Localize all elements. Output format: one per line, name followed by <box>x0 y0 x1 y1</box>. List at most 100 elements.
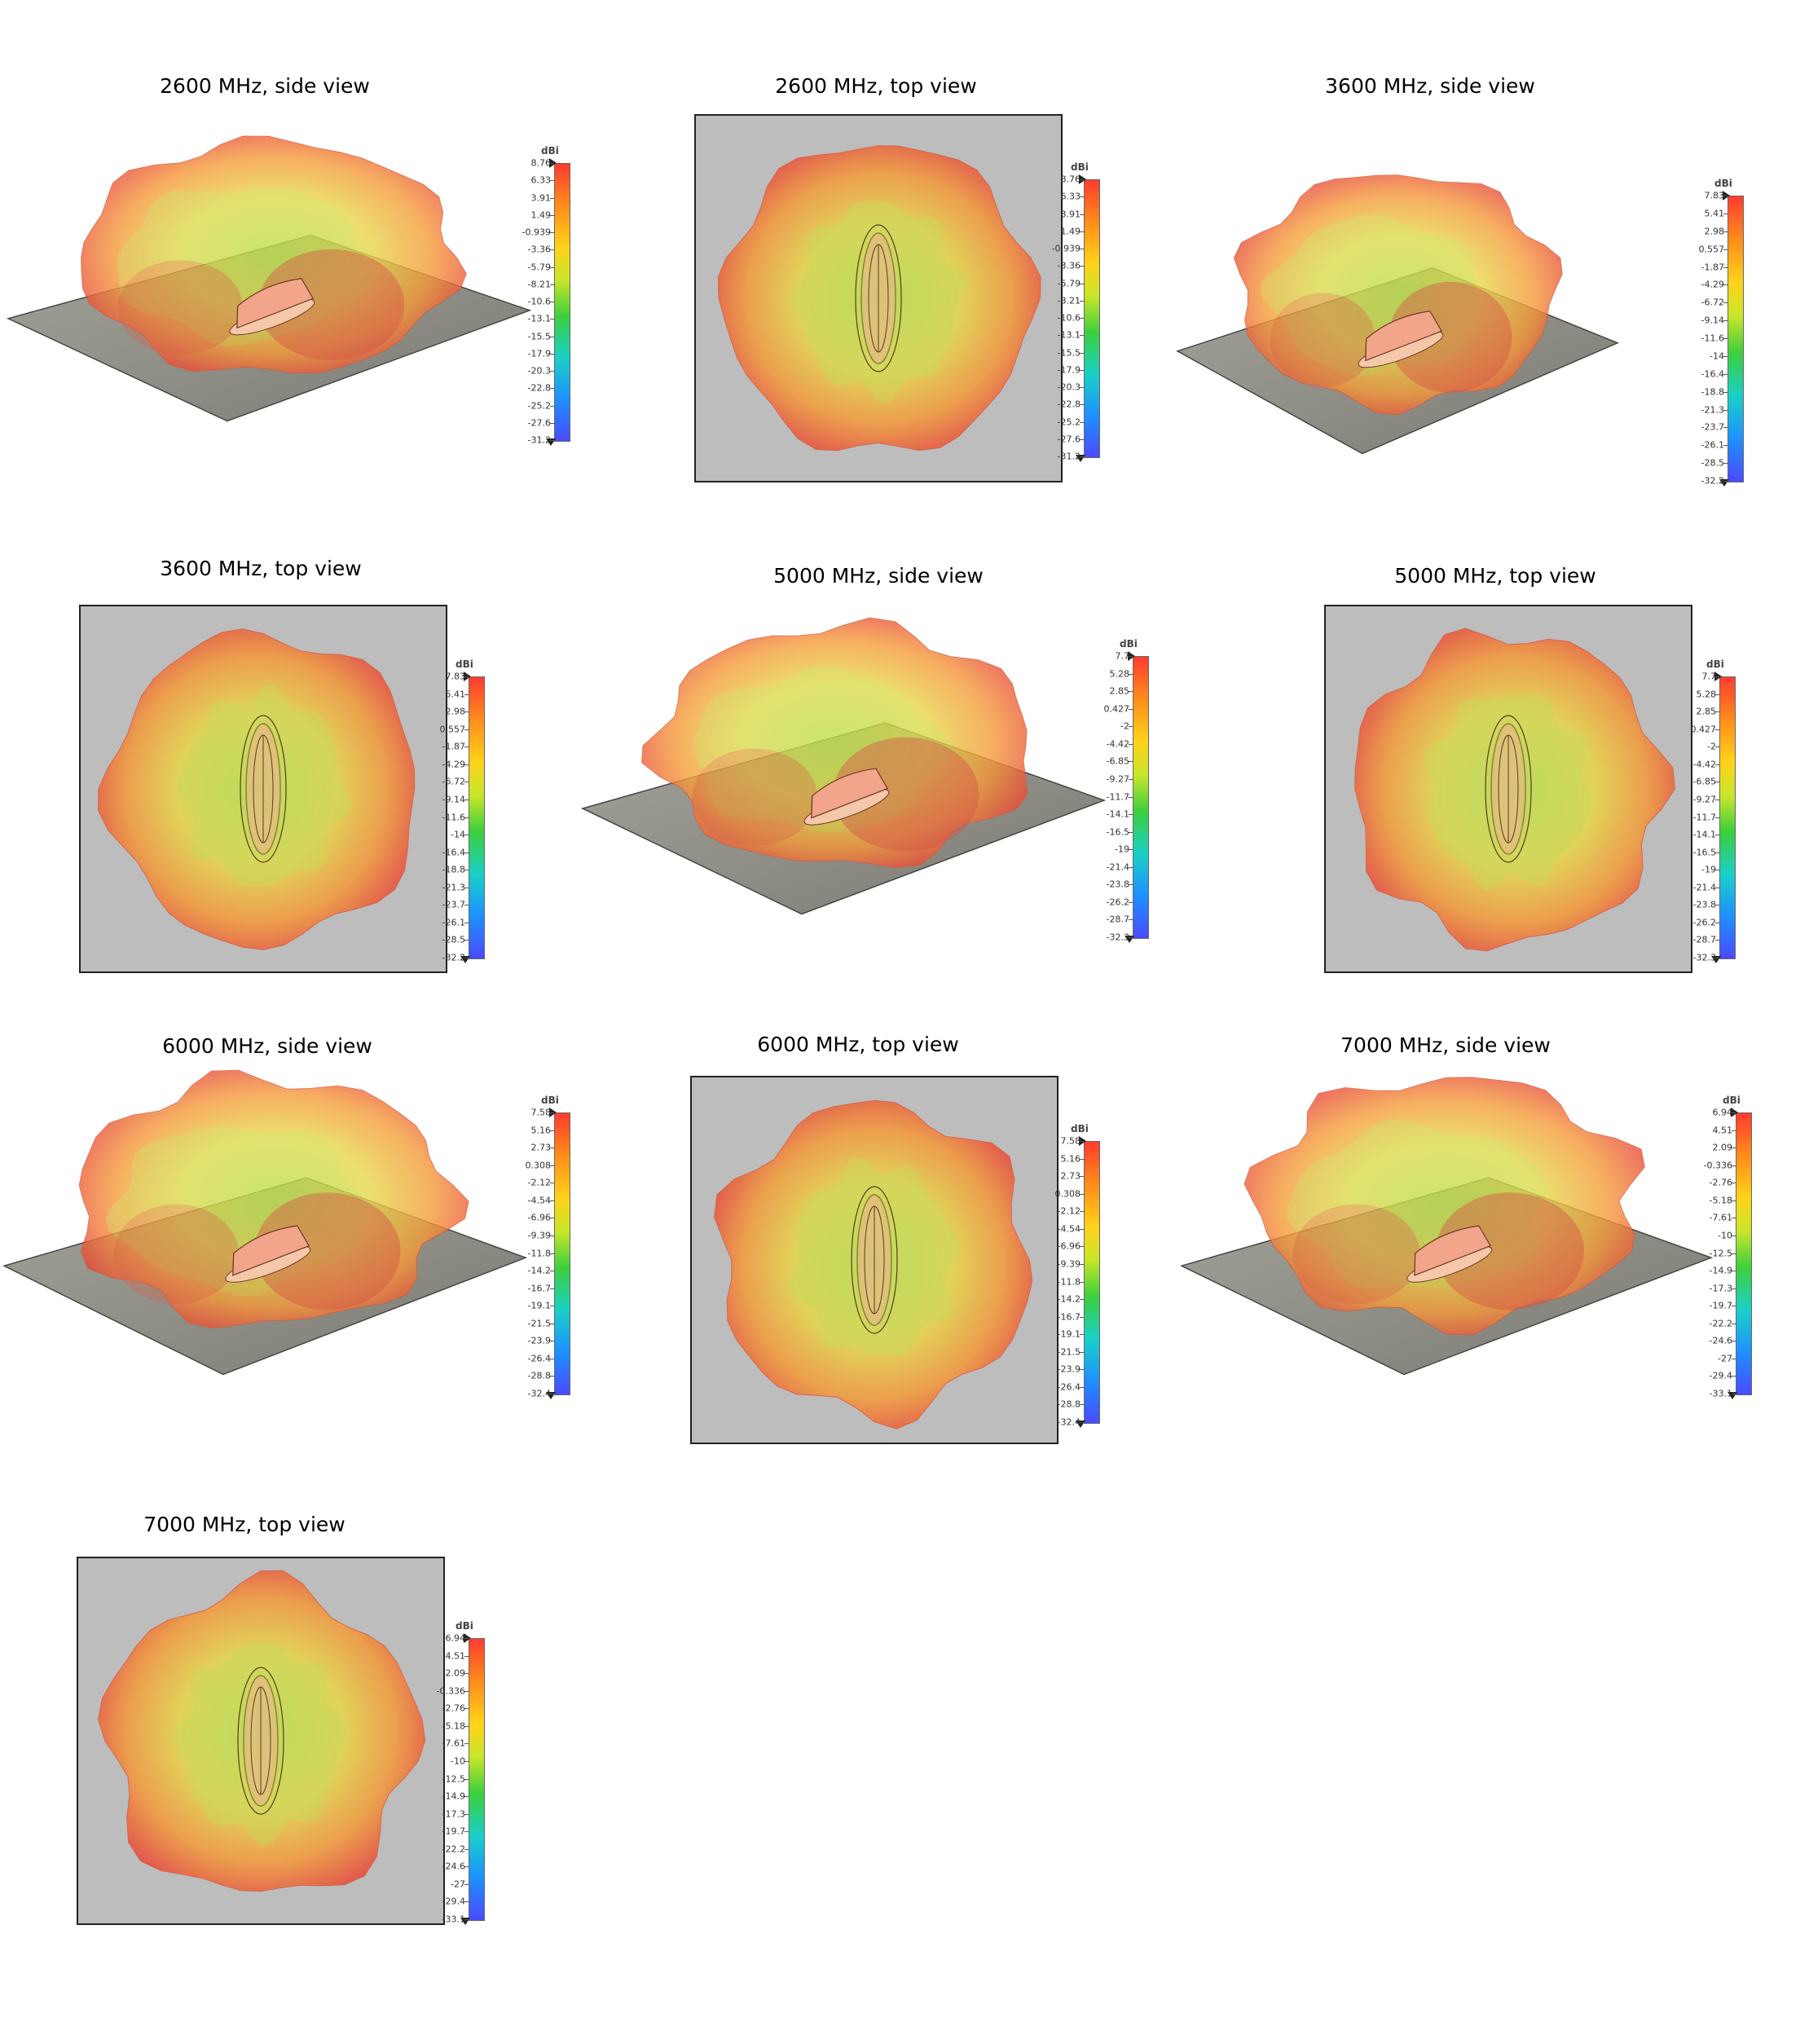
scale-tick-label: -4.29 <box>1701 279 1724 290</box>
scale-tick-label: -6.85 <box>1106 755 1129 767</box>
scale-tick-mark <box>1080 1386 1084 1388</box>
scale-unit-label: dBi <box>1723 1095 1741 1106</box>
scale-tick-label: -25.2 <box>527 400 551 411</box>
scale-tick-label: -28.8 <box>527 1370 551 1381</box>
side-view-pattern <box>2 1069 528 1376</box>
scale-tick-label: -22.2 <box>442 1844 465 1855</box>
side-view-pattern <box>1179 1077 1714 1376</box>
scale-tick-label: -31.2 <box>527 434 551 446</box>
scale-tick-label: -2.76 <box>442 1703 465 1714</box>
scale-tick-label: -14.1 <box>1106 808 1129 820</box>
scale-tick-mark <box>1080 438 1084 440</box>
scale-tick-label: 2.85 <box>1109 685 1130 697</box>
scale-tick-label: -2 <box>1707 741 1716 752</box>
scale-tick-label: 3.91 <box>530 192 552 203</box>
scale-tick-mark <box>1129 884 1133 886</box>
scale-tick-mark <box>1080 1281 1084 1283</box>
radiation-lobes <box>81 135 467 374</box>
scale-unit-label: dBi <box>541 1095 559 1106</box>
scale-tick-mark <box>464 1638 469 1639</box>
scale-tick-label: -17.3 <box>1709 1283 1732 1294</box>
scale-tick-label: -2.12 <box>1057 1205 1081 1217</box>
scale-tick-mark <box>1080 1193 1084 1195</box>
scale-tick-label: -26.4 <box>527 1353 551 1364</box>
scale-tick-label: -21.4 <box>1106 861 1129 873</box>
scale-gradient-bar <box>1084 1141 1100 1424</box>
scale-tick-label: 1.49 <box>1060 226 1081 237</box>
scale-tick-label: -5.18 <box>1709 1195 1732 1206</box>
scale-tick-label: -20.3 <box>527 365 551 377</box>
side-view-pattern <box>1176 174 1619 455</box>
scale-tick-label: -21.5 <box>1057 1346 1081 1358</box>
scale-tick-mark <box>1715 676 1719 677</box>
scale-tick-label: -6.72 <box>1701 297 1724 308</box>
scale-tick-label: -14.2 <box>527 1265 551 1276</box>
scale-tick-label: -18.8 <box>1701 386 1724 398</box>
scale-tick-mark <box>464 711 469 713</box>
scale-tick-mark <box>1723 463 1728 465</box>
scale-tick-label: -27.6 <box>1057 434 1081 445</box>
top-view-pattern <box>690 1076 1059 1444</box>
scale-tick-mark <box>1080 1246 1084 1248</box>
scale-tick-mark <box>1080 404 1084 406</box>
scale-tick-label: -17.3 <box>442 1808 465 1820</box>
scale-tick-label: 1.49 <box>530 209 552 221</box>
scale-tick-mark <box>1723 231 1728 232</box>
scale-tick-label: -23.7 <box>1701 421 1724 433</box>
scale-tick-mark <box>1080 1158 1084 1160</box>
scale-tick-label: -10 <box>451 1755 465 1767</box>
scale-tick-mark <box>550 371 554 372</box>
gain-color-scale: dBi 7.7 5.28 2.85 0.427 -2 -4.42 -6.85 -9.27 -11.… <box>1100 638 1165 944</box>
scale-tick-label: 6.94 <box>1712 1107 1733 1118</box>
min-marker-icon <box>1076 1421 1085 1428</box>
scale-tick-label: -10.6 <box>527 296 551 307</box>
scale-tick-mark <box>1715 694 1719 695</box>
top-view-pattern <box>79 605 447 973</box>
scale-tick-mark <box>1080 1316 1084 1318</box>
scale-tick-mark <box>1080 196 1084 198</box>
scale-tick-mark <box>464 1743 469 1745</box>
scale-unit-label: dBi <box>456 1620 473 1632</box>
scale-tick-mark <box>1732 1253 1736 1254</box>
scale-tick-mark <box>550 163 554 164</box>
scale-tick-label: -29.4 <box>442 1896 465 1907</box>
scale-tick-mark <box>550 180 554 182</box>
scale-tick-label: 5.28 <box>1109 668 1130 680</box>
antenna-housing <box>851 1186 898 1334</box>
scale-tick-label: 6.33 <box>1060 191 1081 202</box>
scale-tick-mark <box>1129 726 1133 728</box>
scale-gradient-bar <box>1736 1112 1752 1395</box>
scale-tick-label: -16.5 <box>1692 847 1716 858</box>
scale-tick-label: -1.87 <box>1701 262 1724 272</box>
scale-unit-label: dBi <box>1071 1123 1089 1134</box>
scale-tick-mark <box>1129 708 1133 710</box>
scale-tick-label: -8.21 <box>527 279 551 290</box>
scale-tick-mark <box>1715 764 1719 765</box>
gain-color-scale: dBi 6.94 4.51 2.09 -0.336 -2.76 -5.18 -7.61 -10 -… <box>436 1620 501 1926</box>
scale-tick-label: -19.1 <box>1057 1328 1081 1340</box>
scale-tick-label: 5.28 <box>1696 689 1717 700</box>
min-marker-icon <box>460 956 470 963</box>
scale-tick-mark <box>464 1848 469 1850</box>
scale-tick-mark <box>1129 691 1133 693</box>
scale-tick-label: -18.8 <box>442 864 465 875</box>
scale-tick-label: 2.85 <box>1696 706 1717 717</box>
scale-tick-label: -3.36 <box>527 244 551 255</box>
panel-title: 7000 MHz, side view <box>1340 1033 1551 1057</box>
scale-tick-label: 3.91 <box>1060 209 1081 219</box>
scale-tick-mark <box>550 422 554 424</box>
scale-tick-label: -12.5 <box>442 1773 465 1784</box>
scale-gradient-bar <box>1719 676 1736 959</box>
scale-tick-mark <box>1080 421 1084 423</box>
scale-tick-label: -2 <box>1120 720 1129 732</box>
scale-tick-label: 2.98 <box>445 706 466 717</box>
scale-tick-mark <box>1080 1404 1084 1406</box>
scale-tick-mark <box>1723 391 1728 393</box>
scale-tick-mark <box>1129 866 1133 868</box>
scale-tick-mark <box>550 1376 554 1377</box>
scale-tick-label: -14.2 <box>1057 1293 1081 1305</box>
scale-tick-label: -26.1 <box>442 917 465 928</box>
gain-color-scale: dBi 7.83 5.41 2.98 0.557 -1.87 -4.29 -6.72 -9.14… <box>1695 178 1760 487</box>
scale-tick-mark <box>1732 1165 1736 1166</box>
scale-tick-label: -17.9 <box>1057 364 1081 376</box>
